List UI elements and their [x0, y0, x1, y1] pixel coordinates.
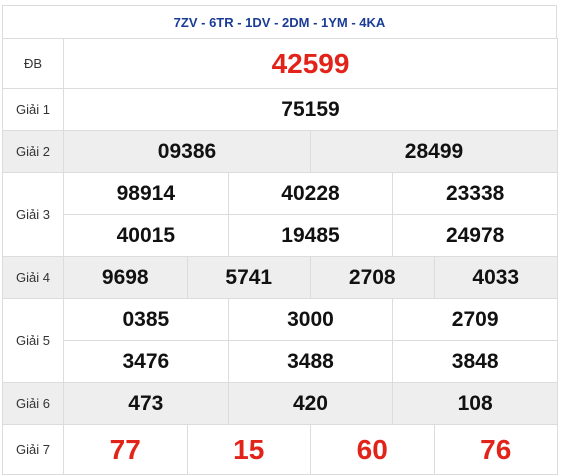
prize-number: 98914	[63, 172, 229, 215]
prize-label: ĐB	[2, 38, 64, 89]
prize-number: 09386	[63, 130, 311, 173]
prize-number: 3488	[227, 340, 394, 383]
prize-number: 77	[63, 424, 188, 475]
prize-number: 3476	[63, 340, 229, 383]
table-header: 7ZV - 6TR - 1DV - 2DM - 1YM - 4KA	[2, 5, 557, 39]
prize-number: 60	[310, 424, 435, 475]
prize-label: Giải 4	[2, 256, 64, 299]
prize-number: 40015	[63, 214, 229, 257]
prize-label: Giải 1	[2, 88, 64, 131]
prize-number: 28499	[310, 130, 558, 173]
prize-label: Giải 7	[2, 424, 64, 475]
prize-number: 24978	[392, 214, 558, 257]
prize-number: 76	[433, 424, 558, 475]
prize-number: 23338	[392, 172, 558, 215]
prize-label: Giải 3	[2, 172, 64, 257]
prize-number: 15	[186, 424, 311, 475]
prize-number: 2709	[392, 298, 558, 341]
prize-number: 108	[392, 382, 558, 425]
prize-number: 40228	[227, 172, 394, 215]
prize-number: 3000	[227, 298, 394, 341]
prize-number: 9698	[63, 256, 188, 299]
prize-label: Giải 6	[2, 382, 64, 425]
prize-number: 5741	[186, 256, 311, 299]
prize-number: 4033	[433, 256, 558, 299]
prize-number: 42599	[63, 38, 558, 89]
prize-number: 19485	[227, 214, 394, 257]
prize-label: Giải 5	[2, 298, 64, 383]
prize-number: 420	[227, 382, 394, 425]
prize-number: 75159	[63, 88, 558, 131]
prize-number: 473	[63, 382, 229, 425]
results-table: 7ZV - 6TR - 1DV - 2DM - 1YM - 4KA ĐB 4259…	[2, 5, 558, 475]
prize-label: Giải 2	[2, 130, 64, 173]
prize-number: 0385	[63, 298, 229, 341]
prize-number: 2708	[310, 256, 435, 299]
prize-number: 3848	[392, 340, 558, 383]
